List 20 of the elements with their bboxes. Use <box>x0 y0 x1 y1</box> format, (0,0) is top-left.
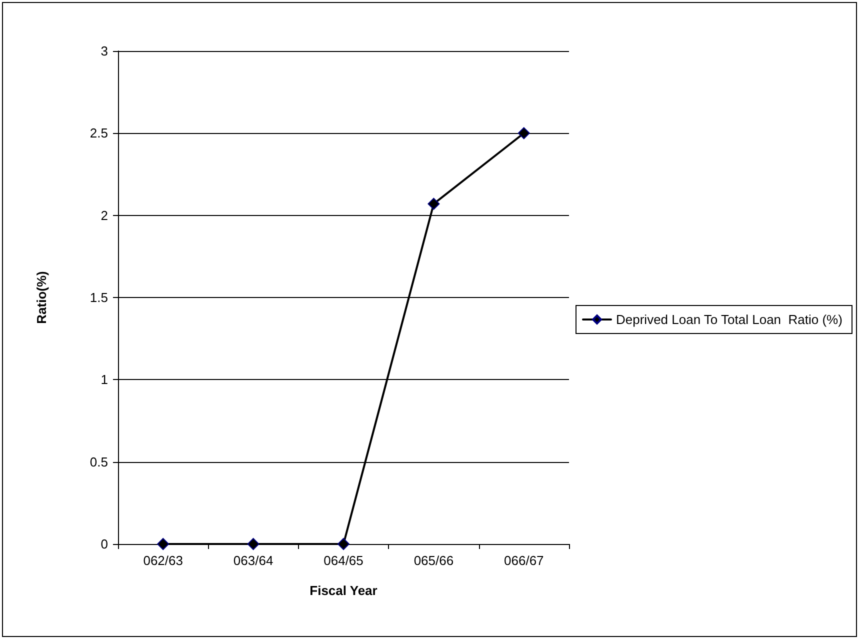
y-tick-label: 2.5 <box>90 126 108 141</box>
y-tick-label: 1 <box>100 372 108 388</box>
legend-label: Deprived Loan To Total Loan Ratio (%) <box>616 312 842 327</box>
x-tick-label: 066/67 <box>504 553 544 568</box>
x-axis-title: Fiscal Year <box>310 583 378 598</box>
y-tick-label: 0 <box>100 536 108 552</box>
y-tick-label: 2 <box>100 208 108 223</box>
y-axis-title: Ratio(%) <box>34 271 49 324</box>
y-tick-label: 0.5 <box>90 454 108 470</box>
point <box>338 538 350 550</box>
x-tick-label: 065/66 <box>414 553 454 568</box>
point <box>157 538 170 550</box>
point <box>518 127 530 140</box>
point <box>428 198 440 210</box>
point <box>247 538 260 550</box>
x-tick-label: 064/65 <box>324 553 364 568</box>
y-tick-label: 1.5 <box>90 290 108 305</box>
y-tick-label: 3 <box>100 44 108 58</box>
x-tick-label: 062/63 <box>143 553 183 568</box>
x-tick-label: 063/64 <box>233 553 274 568</box>
